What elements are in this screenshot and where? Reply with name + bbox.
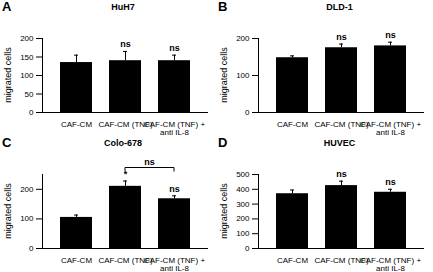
svg-text:ns: ns bbox=[120, 39, 131, 49]
svg-text:200: 200 bbox=[20, 185, 34, 194]
svg-text:migrated cells: migrated cells bbox=[219, 47, 229, 103]
html-text:Colo-678: Colo-678 bbox=[104, 138, 142, 148]
svg-text:CAF-CM: CAF-CM bbox=[277, 120, 308, 129]
svg-text:migrated cells: migrated cells bbox=[3, 47, 13, 103]
svg-text:ns: ns bbox=[169, 184, 180, 194]
svg-text:200: 200 bbox=[20, 34, 34, 43]
svg-text:CAF-CM: CAF-CM bbox=[61, 120, 92, 129]
svg-text:100: 100 bbox=[20, 214, 34, 223]
html-text:HuH7: HuH7 bbox=[111, 2, 135, 12]
svg-text:500: 500 bbox=[236, 170, 250, 179]
svg-text:0: 0 bbox=[29, 108, 34, 117]
svg-text:100: 100 bbox=[236, 71, 250, 80]
svg-text:ns: ns bbox=[336, 32, 347, 42]
svg-text:100: 100 bbox=[20, 71, 34, 80]
html-text:C: C bbox=[2, 135, 12, 150]
html-text:B: B bbox=[218, 0, 228, 14]
svg-text:ns: ns bbox=[385, 30, 396, 40]
svg-text:200: 200 bbox=[236, 34, 250, 43]
svg-text:150: 150 bbox=[20, 53, 34, 62]
svg-text:CAF-CM (TNF) +anti IL-8: CAF-CM (TNF) +anti IL-8 bbox=[144, 256, 205, 272]
svg-text:ns: ns bbox=[385, 177, 396, 187]
svg-text:ns: ns bbox=[336, 169, 347, 179]
svg-text:100: 100 bbox=[236, 229, 250, 238]
svg-text:*: * bbox=[124, 169, 128, 179]
svg-text:0: 0 bbox=[29, 244, 34, 253]
svg-text:CAF-CM (TNF) +anti IL-8: CAF-CM (TNF) +anti IL-8 bbox=[360, 256, 421, 272]
svg-text:50: 50 bbox=[25, 90, 34, 99]
html-text:A: A bbox=[2, 0, 12, 14]
svg-text:CAF-CM (TNF) +anti IL-8: CAF-CM (TNF) +anti IL-8 bbox=[360, 120, 421, 136]
svg-text:CAF-CM: CAF-CM bbox=[277, 256, 308, 265]
svg-text:400: 400 bbox=[236, 185, 250, 194]
html-text:DLD-1: DLD-1 bbox=[326, 2, 353, 12]
svg-text:300: 300 bbox=[236, 200, 250, 209]
svg-text:0: 0 bbox=[245, 108, 250, 117]
html-text:D: D bbox=[218, 135, 228, 150]
svg-text:200: 200 bbox=[236, 214, 250, 223]
svg-text:CAF-CM: CAF-CM bbox=[61, 256, 92, 265]
svg-text:CAF-CM (TNF) +anti IL-8: CAF-CM (TNF) +anti IL-8 bbox=[144, 120, 205, 136]
svg-text:0: 0 bbox=[245, 244, 250, 253]
svg-text:ns: ns bbox=[169, 43, 180, 53]
svg-text:migrated cells: migrated cells bbox=[219, 183, 229, 239]
svg-text:ns: ns bbox=[144, 157, 155, 167]
svg-text:migrated cells: migrated cells bbox=[3, 183, 13, 239]
html-text:HUVEC: HUVEC bbox=[323, 138, 356, 148]
